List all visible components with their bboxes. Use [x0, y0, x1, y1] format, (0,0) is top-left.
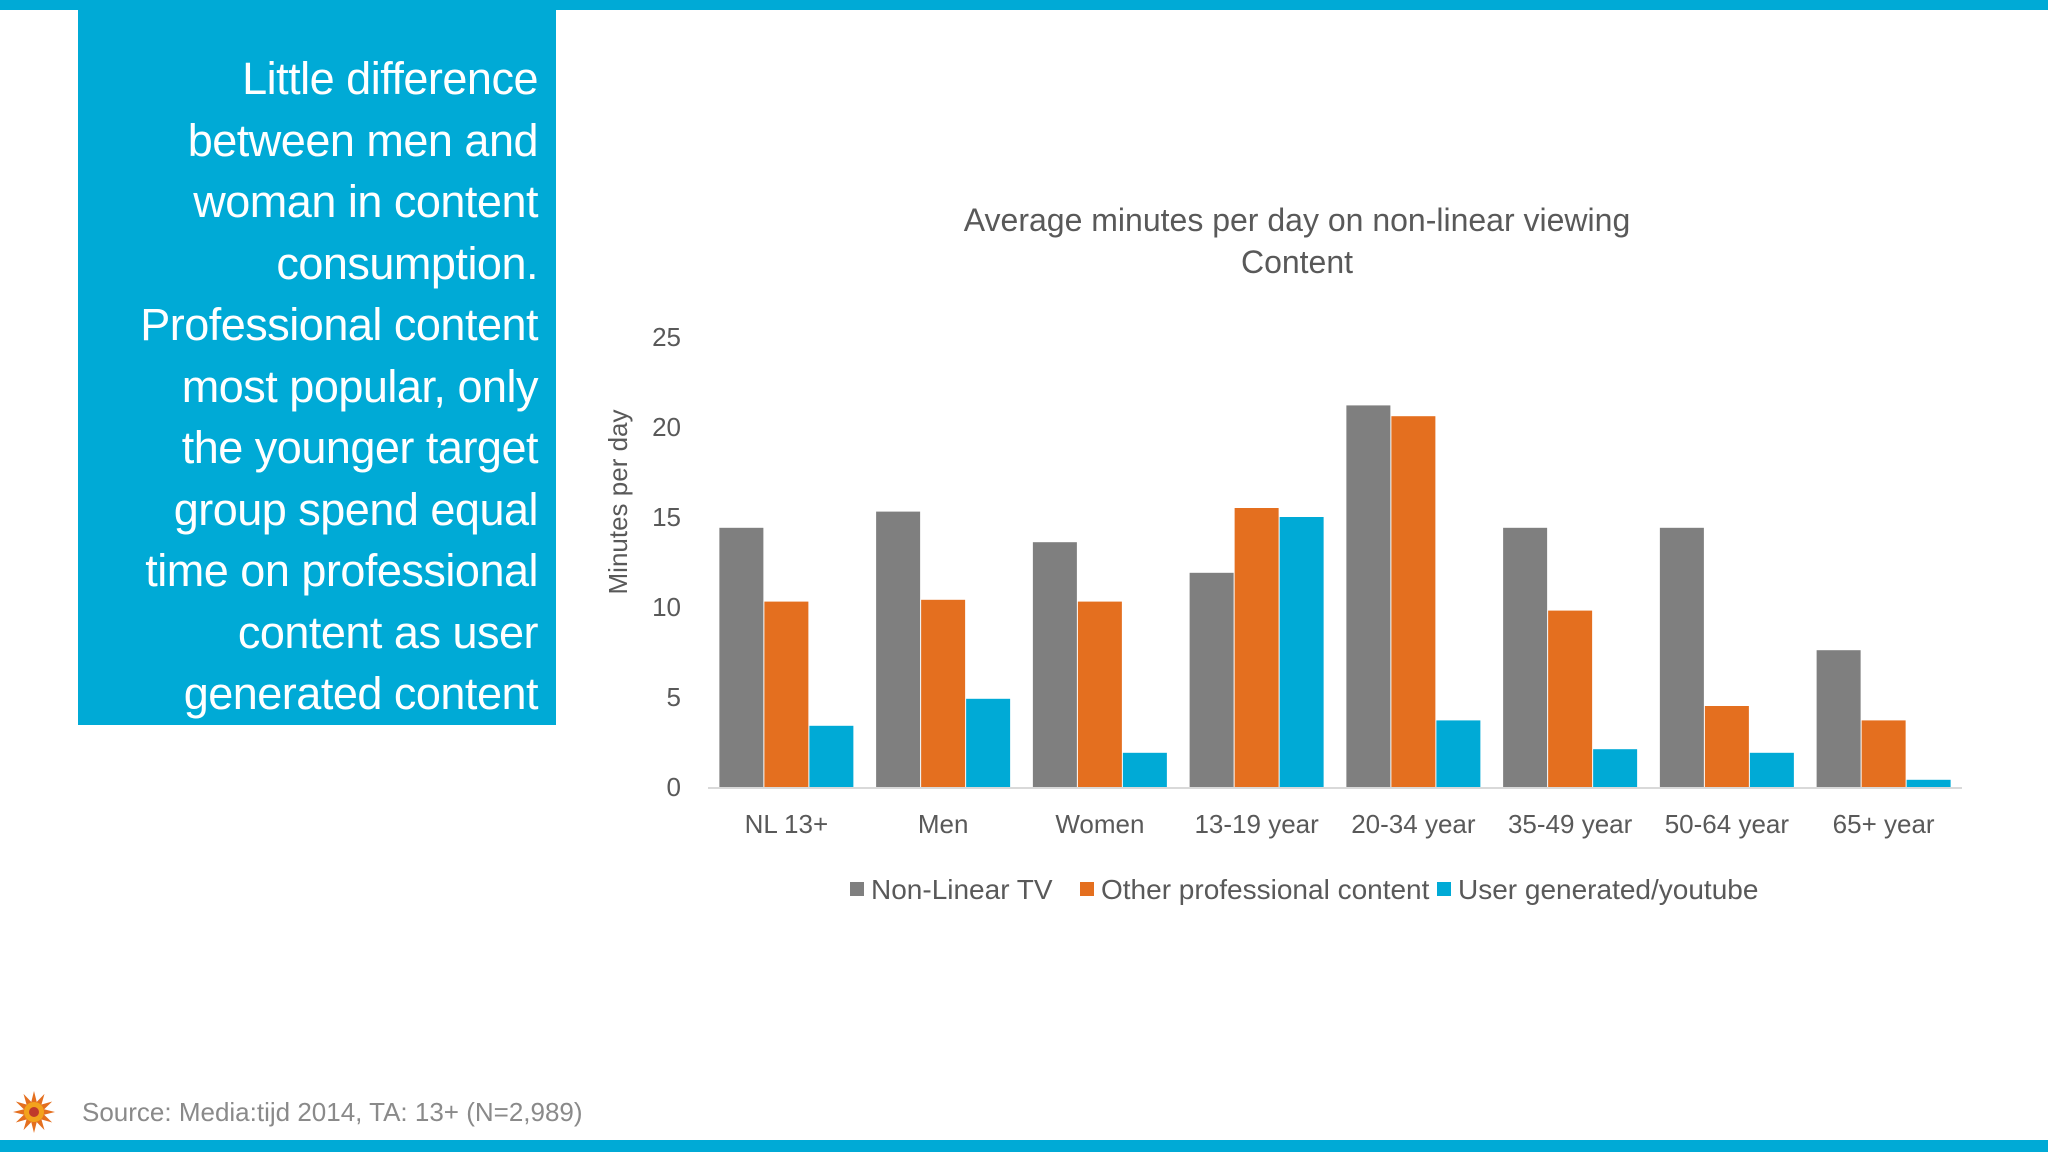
- bar: [1279, 517, 1324, 787]
- y-tick-label: 20: [652, 412, 681, 442]
- callout-line: generated content: [183, 668, 539, 719]
- chart-title-line: Average minutes per day on non-linear vi…: [964, 202, 1630, 238]
- y-tick-label: 25: [652, 322, 681, 352]
- bar: [1122, 752, 1167, 787]
- y-tick-label: 5: [667, 682, 681, 712]
- callout-line: woman in content: [193, 176, 538, 227]
- source-note: Source: Media:tijd 2014, TA: 13+ (N=2,98…: [82, 1096, 583, 1127]
- category-labels: NL 13+ Men Women 13-19 year 20-34 year 35-49 …: [745, 809, 1935, 839]
- callout-line: consumption.: [276, 237, 538, 289]
- x-tick-label: Men: [918, 809, 969, 839]
- legend-swatch: [850, 882, 864, 896]
- bar: [921, 599, 966, 787]
- legend-swatch: [1080, 882, 1094, 896]
- y-axis-label: Minutes per day: [603, 410, 633, 595]
- bar: [1234, 508, 1279, 787]
- y-axis-ticks: 0 5 10 15 20 25: [652, 322, 681, 802]
- callout-line: between men and: [187, 114, 539, 166]
- sun-logo-icon: [13, 1091, 55, 1133]
- bar: [809, 725, 854, 787]
- bar: [1032, 542, 1077, 787]
- y-tick-label: 10: [652, 592, 681, 622]
- chart-title-line: Content: [1241, 244, 1353, 280]
- callout-line: the younger target: [181, 422, 539, 473]
- top-accent-bar: [0, 0, 2048, 10]
- legend: Non-Linear TV Other professional content U…: [850, 874, 1758, 905]
- x-tick-label: 20-34 year: [1351, 809, 1476, 839]
- y-tick-label: 0: [667, 772, 681, 802]
- legend-swatch: [1437, 882, 1451, 896]
- bar: [1906, 779, 1951, 787]
- callout-line: Little difference: [242, 53, 538, 104]
- legend-entry: Non-Linear TV: [871, 874, 1053, 905]
- bars: [719, 405, 1951, 787]
- callout-line: most popular, only: [181, 360, 539, 412]
- bar: [1816, 650, 1861, 787]
- bar: [719, 527, 764, 787]
- bar: [1391, 416, 1436, 787]
- footer: Source: Media:tijd 2014, TA: 13+ (N=2,98…: [12, 1090, 583, 1134]
- bar: [1861, 720, 1906, 787]
- bar: [1346, 405, 1391, 787]
- callout-line: time on professional: [145, 545, 538, 596]
- x-tick-label: 35-49 year: [1508, 809, 1633, 839]
- bar: [764, 601, 809, 787]
- callout-line: group spend equal: [173, 483, 539, 535]
- callout-line: content as user: [237, 606, 539, 658]
- bar: [1593, 749, 1638, 787]
- callout-text: Little difference between men and woman …: [98, 48, 538, 725]
- bar: [876, 511, 921, 787]
- bar: [1077, 601, 1122, 787]
- bar: [966, 698, 1011, 787]
- callout-line: Professional content: [140, 299, 538, 350]
- y-tick-label: 15: [652, 502, 681, 532]
- bottom-accent-bar: [0, 1140, 2048, 1152]
- bar: [1749, 752, 1794, 787]
- legend-entry: User generated/youtube: [1458, 874, 1758, 905]
- bar: [1436, 720, 1481, 787]
- bar: [1189, 572, 1234, 787]
- bar: [1548, 610, 1593, 787]
- callout-box: Little difference between men and woman …: [78, 10, 556, 725]
- x-tick-label: Women: [1055, 809, 1144, 839]
- x-tick-label: NL 13+: [745, 809, 829, 839]
- x-tick-label: 13-19 year: [1194, 809, 1319, 839]
- bar: [1503, 527, 1548, 787]
- bar: [1704, 706, 1749, 787]
- x-tick-label: 65+ year: [1833, 809, 1935, 839]
- chart-title: Average minutes per day on non-linear vi…: [964, 202, 1630, 280]
- bar: [1659, 527, 1704, 787]
- x-tick-label: 50-64 year: [1665, 809, 1790, 839]
- legend-entry: Other professional content: [1101, 874, 1430, 905]
